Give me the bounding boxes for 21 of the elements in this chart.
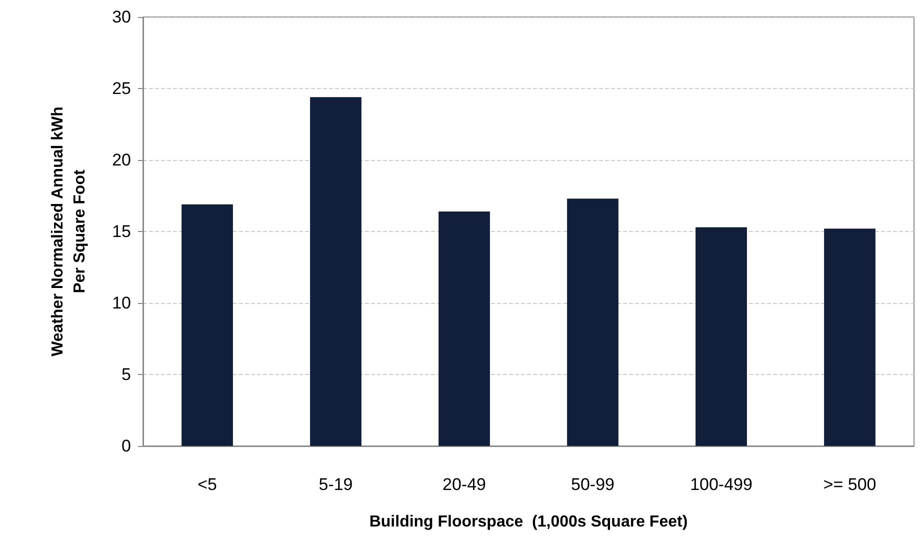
y-tick-label: 10 (112, 294, 131, 312)
y-axis-title: Weather Normalized Annual kWh Per Square Foot (50, 106, 88, 356)
y-tick-label: 15 (112, 222, 131, 241)
y-tick-label: 20 (112, 150, 131, 170)
y-tick-label: 25 (112, 79, 131, 98)
y-tick-label: 30 (112, 8, 131, 26)
bar (310, 97, 362, 446)
x-tick-label: 50-99 (571, 475, 614, 494)
x-tick-label: 5-19 (318, 475, 353, 494)
bar (696, 227, 747, 446)
x-tick-label: 100-499 (690, 475, 752, 494)
bar (182, 204, 233, 446)
y-tick-label: 5 (122, 365, 131, 384)
bar (824, 228, 876, 446)
x-axis-title: Building Floorspace (1,000s Square Feet) (369, 514, 688, 530)
bar (438, 211, 490, 446)
y-tick-label: 0 (122, 436, 131, 456)
x-tick-label: <5 (198, 475, 217, 494)
bar (567, 198, 618, 446)
x-tick-label: 20-49 (442, 475, 486, 494)
x-tick-label: >= 500 (823, 475, 876, 494)
